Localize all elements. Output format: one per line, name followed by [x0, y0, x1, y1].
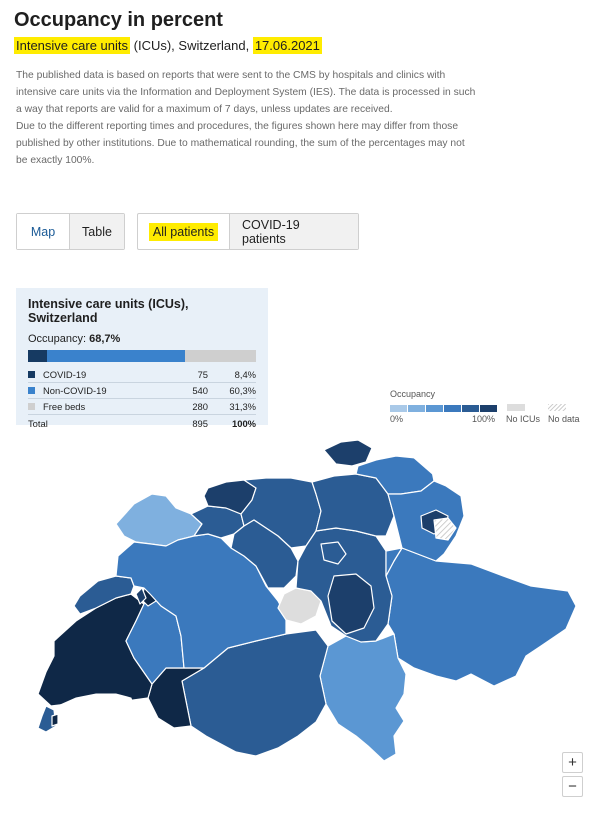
zoom-out-button[interactable]: −	[562, 776, 583, 797]
lake-constance	[411, 456, 446, 476]
map-view-button[interactable]: Map	[17, 214, 69, 249]
legend-title: Occupancy	[390, 389, 436, 399]
occupancy-line: Occupancy: 68,7%	[28, 333, 256, 345]
occupancy-label: Occupancy:	[28, 333, 90, 345]
summary-panel: Intensive care units (ICUs), Switzerland…	[16, 288, 268, 429]
row-count: 75	[197, 369, 208, 380]
canton-zug[interactable]	[320, 541, 347, 565]
noncovid-swatch	[28, 387, 35, 394]
covid-swatch	[28, 371, 35, 378]
legend-no-data-label: No data	[548, 414, 580, 424]
page-subtitle: Intensive care units (ICUs), Switzerland…	[14, 37, 322, 54]
legend-no-icus-label: No ICUs	[506, 414, 541, 424]
row-percent: 31,3%	[229, 401, 256, 412]
legend-max-label: 100%	[472, 414, 496, 424]
occupancy-value: 68,7%	[89, 333, 121, 345]
canton-graubuenden[interactable]	[385, 547, 577, 687]
patient-toggle: All patients COVID-19 patients	[137, 213, 359, 250]
description: The published data is based on reports t…	[16, 67, 478, 169]
canton-ticino[interactable]	[319, 633, 407, 762]
canton-glarus[interactable]	[385, 547, 403, 577]
legend-swatch	[480, 405, 497, 412]
summary-table: COVID-19 75 8,4% Non-COVID-19 540 60,3% …	[28, 367, 256, 431]
all-patients-label: All patients	[148, 222, 219, 241]
subtitle-region: (ICUs), Switzerland,	[130, 38, 253, 53]
description-paragraph-1: The published data is based on reports t…	[16, 70, 476, 115]
page-title: Occupancy in percent	[14, 9, 223, 31]
all-patients-button[interactable]: All patients	[138, 214, 229, 249]
view-toggle: Map Table	[16, 213, 125, 250]
legend-swatch	[408, 405, 425, 412]
summary-row-covid: COVID-19 75 8,4%	[28, 367, 256, 383]
row-percent: 60,3%	[229, 385, 256, 396]
summary-row-noncovid: Non-COVID-19 540 60,3%	[28, 383, 256, 399]
subtitle-category: Intensive care units	[14, 37, 131, 54]
lake-geneva	[57, 693, 135, 715]
row-label: Non-COVID-19	[43, 385, 107, 396]
table-view-button[interactable]: Table	[69, 214, 124, 249]
no-icus-swatch	[507, 404, 525, 411]
legend-swatch	[444, 405, 461, 412]
no-data-swatch	[548, 404, 566, 411]
covid-patients-button[interactable]: COVID-19 patients	[229, 214, 358, 249]
bar-noncovid-segment	[47, 350, 185, 362]
total-percent: 100%	[232, 417, 256, 429]
total-label: Total	[28, 417, 48, 429]
summary-row-total: Total 895 100%	[28, 415, 256, 431]
legend-swatch	[462, 405, 479, 412]
legend-swatch	[390, 405, 407, 412]
occupancy-bar	[28, 350, 256, 362]
bar-free-segment	[184, 350, 256, 362]
subtitle-date: 17.06.2021	[252, 37, 322, 54]
row-count: 540	[192, 385, 208, 396]
canton-no-data[interactable]	[433, 517, 457, 541]
zoom-in-button[interactable]: +	[562, 752, 583, 773]
row-label: Free beds	[43, 401, 86, 412]
legend-swatch	[426, 405, 443, 412]
row-percent: 8,4%	[234, 369, 256, 380]
free-beds-swatch	[28, 403, 35, 410]
canton-uri[interactable]	[327, 573, 375, 635]
legend-min-label: 0%	[390, 414, 404, 424]
total-count: 895	[192, 417, 208, 429]
switzerland-map	[37, 439, 577, 762]
canton-schaffhausen[interactable]	[323, 439, 373, 467]
bar-covid-segment	[28, 350, 48, 362]
row-label: COVID-19	[43, 369, 87, 380]
summary-title: Intensive care units (ICUs), Switzerland	[28, 297, 189, 325]
canton-lucerne[interactable]	[230, 519, 299, 589]
canton-geneva-lake[interactable]	[51, 713, 59, 727]
map-legend: Occupancy 0% 100% No ICUs No data	[390, 389, 580, 424]
summary-row-free: Free beds 280 31,3%	[28, 399, 256, 415]
canton-fribourg-west[interactable]	[135, 587, 147, 605]
description-paragraph-2: Due to the different reporting times and…	[16, 121, 465, 166]
legend-scale	[390, 405, 498, 412]
row-count: 280	[192, 401, 208, 412]
